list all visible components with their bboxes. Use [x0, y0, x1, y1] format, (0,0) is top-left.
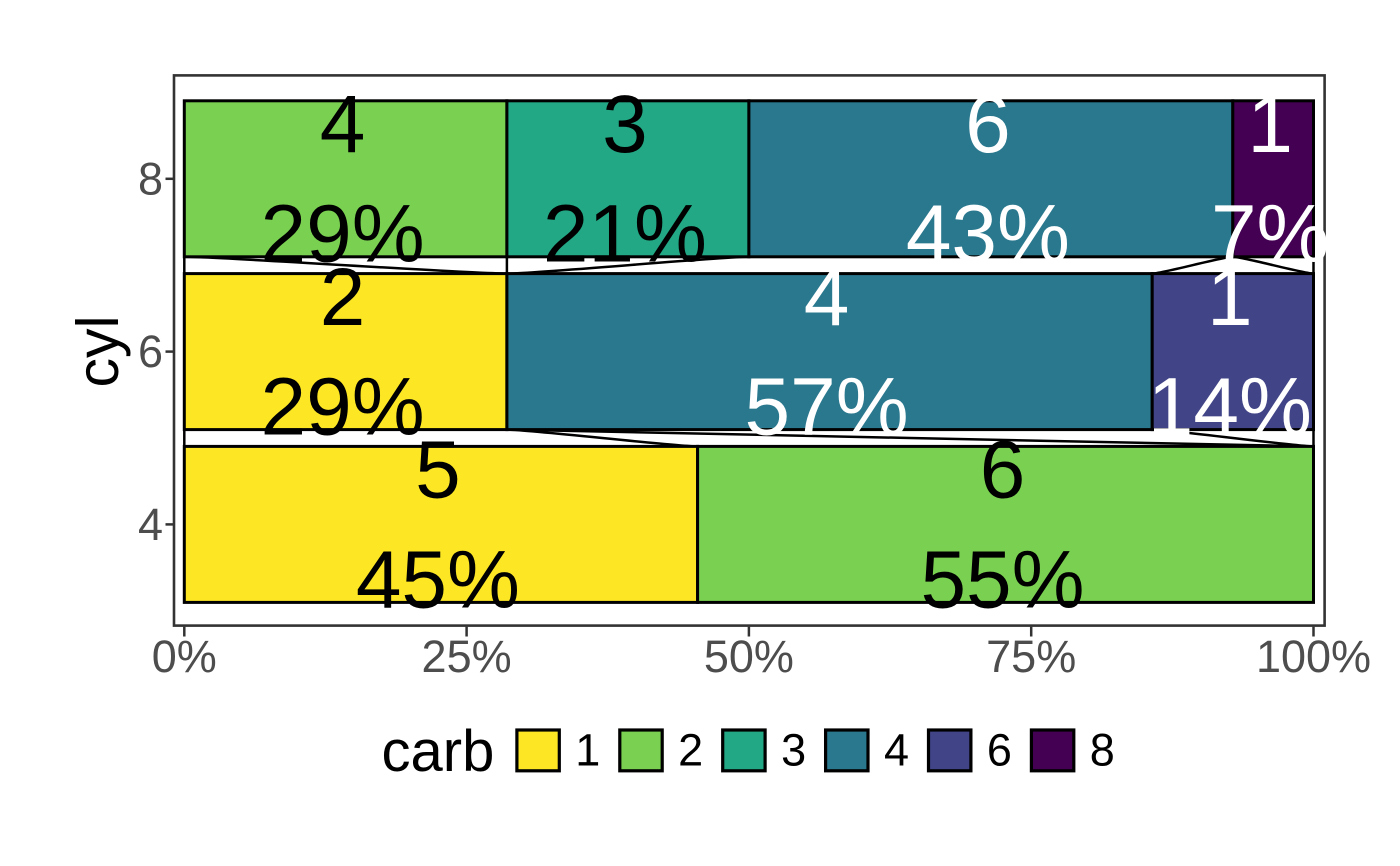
- svg-text:5: 5: [415, 425, 461, 516]
- svg-text:45%: 45%: [356, 534, 520, 625]
- svg-text:6: 6: [965, 79, 1011, 170]
- svg-text:1: 1: [575, 724, 600, 775]
- svg-text:43%: 43%: [906, 189, 1070, 280]
- svg-text:21%: 21%: [543, 189, 707, 280]
- svg-text:8: 8: [1090, 724, 1115, 775]
- svg-text:3: 3: [781, 724, 806, 775]
- svg-text:0%: 0%: [152, 631, 217, 682]
- svg-text:2: 2: [678, 724, 703, 775]
- svg-text:carb: carb: [382, 719, 495, 784]
- svg-text:4: 4: [320, 79, 366, 170]
- svg-text:57%: 57%: [745, 362, 909, 453]
- svg-text:29%: 29%: [261, 189, 425, 280]
- svg-text:29%: 29%: [261, 362, 425, 453]
- svg-text:14%: 14%: [1148, 362, 1312, 453]
- svg-text:55%: 55%: [920, 534, 1084, 625]
- svg-text:7%: 7%: [1211, 189, 1330, 280]
- svg-text:1: 1: [1247, 79, 1293, 170]
- svg-text:cyl: cyl: [65, 315, 131, 387]
- svg-text:100%: 100%: [1256, 631, 1371, 682]
- svg-text:6: 6: [980, 425, 1026, 516]
- svg-text:75%: 75%: [986, 631, 1076, 682]
- svg-text:3: 3: [602, 79, 648, 170]
- svg-text:8: 8: [138, 153, 163, 204]
- svg-text:1: 1: [1207, 252, 1253, 343]
- svg-text:4: 4: [884, 724, 909, 775]
- svg-text:2: 2: [320, 252, 366, 343]
- svg-text:50%: 50%: [704, 631, 794, 682]
- svg-text:4: 4: [138, 499, 163, 550]
- svg-text:6: 6: [138, 326, 163, 377]
- svg-text:4: 4: [804, 252, 850, 343]
- svg-text:6: 6: [987, 724, 1012, 775]
- svg-text:25%: 25%: [422, 631, 512, 682]
